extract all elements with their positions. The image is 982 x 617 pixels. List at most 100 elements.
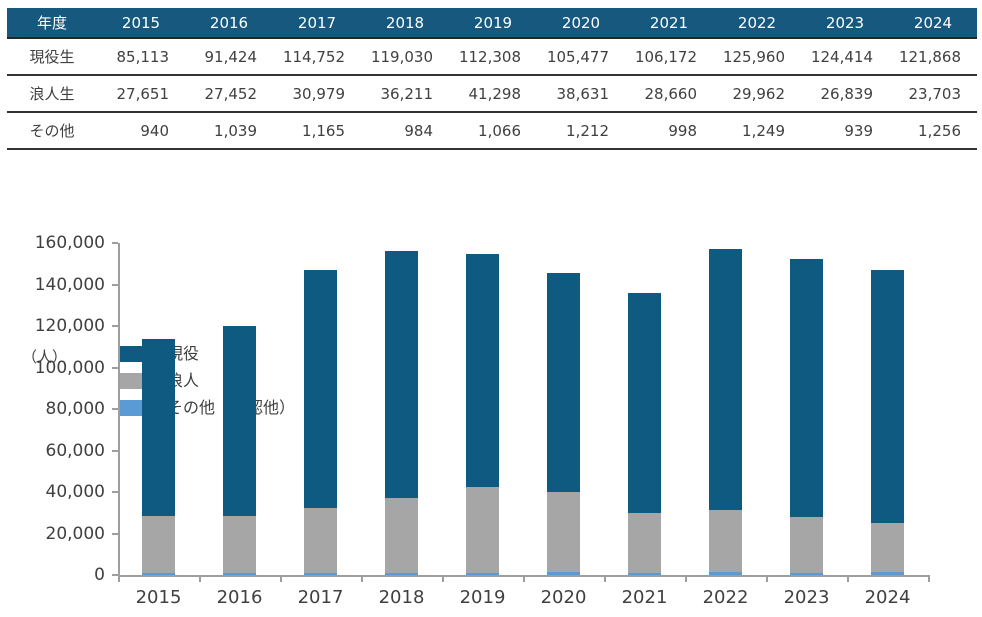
x-tick-label: 2015: [135, 587, 182, 608]
y-tick-label: 140,000: [34, 274, 105, 295]
bar-segment: [871, 270, 904, 524]
bar-segment: [547, 572, 580, 575]
bar-segment: [223, 515, 256, 573]
header-cell-year: 2020: [537, 8, 625, 39]
table-cell: 112,308: [449, 38, 537, 76]
table-body: 現役生 85,113 91,424 114,752 119,030 112,308 105,…: [7, 38, 977, 150]
table-cell: 1,249: [713, 112, 801, 150]
x-tick-mark: [199, 575, 201, 582]
table-cell: 1,212: [537, 112, 625, 150]
table-cell: 28,660: [625, 75, 713, 113]
table-cell: 1,165: [273, 112, 361, 150]
bar-segment: [547, 492, 580, 573]
bar-segment: [385, 572, 418, 575]
bar-segment: [628, 572, 661, 575]
table-cell: 41,298: [449, 75, 537, 113]
table-header-row: 年度 2015 2016 2017 2018 2019 2020 2021 2022 2023 20…: [7, 8, 977, 39]
table-row: 現役生 85,113 91,424 114,752 119,030 112,308 105,…: [7, 38, 977, 76]
y-tick-label: 160,000: [34, 233, 105, 253]
y-tick-mark: [112, 408, 118, 410]
legend-label-ronin: 浪人: [167, 371, 200, 390]
bar-segment: [628, 293, 661, 514]
table-cell: 124,414: [801, 38, 889, 76]
row-label: 現役生: [7, 38, 97, 76]
table-cell: 27,651: [97, 75, 185, 113]
bar-segment: [142, 515, 175, 574]
header-cell-year: 2021: [625, 8, 713, 39]
x-tick-label: 2017: [297, 587, 344, 608]
table-cell: 984: [361, 112, 449, 150]
x-tick-mark: [847, 575, 849, 582]
table-row: 浪人生 27,651 27,452 30,979 36,211 41,298 38,631 2…: [7, 75, 977, 113]
table-cell: 119,030: [361, 38, 449, 76]
bar-segment: [223, 326, 256, 516]
y-tick-label: 0: [94, 565, 105, 585]
header-cell-year: 2022: [713, 8, 801, 39]
x-tick-mark: [280, 575, 282, 582]
x-tick-mark: [685, 575, 687, 582]
bar-segment: [385, 250, 418, 498]
header-cell-year: 2015: [97, 8, 185, 39]
x-tick-label: 2019: [459, 587, 506, 608]
table-cell: 23,703: [889, 75, 977, 113]
y-tick-label: 80,000: [45, 399, 105, 419]
y-tick-label: 40,000: [45, 482, 105, 502]
row-label: 浪人生: [7, 75, 97, 113]
bar-segment: [466, 487, 499, 573]
x-tick-mark: [766, 575, 768, 582]
bar-segment: [304, 270, 337, 509]
header-cell-year: 2016: [185, 8, 273, 39]
table-cell: 998: [625, 112, 713, 150]
x-tick-mark: [523, 575, 525, 582]
x-tick-mark: [118, 575, 120, 582]
bar-segment: [142, 573, 175, 575]
table-header-row: 年度 2015 2016 2017 2018 2019 2020 2021 2022 2023 20…: [7, 8, 977, 39]
bar-segment: [466, 572, 499, 575]
x-tick-label: 2016: [216, 587, 263, 608]
table-cell: 29,962: [713, 75, 801, 113]
bar-segment: [709, 248, 742, 511]
yearly-applicants-table: 年度 2015 2016 2017 2018 2019 2020 2021 2022 2023 20…: [7, 8, 977, 150]
bar-segment: [304, 572, 337, 575]
table-cell: 85,113: [97, 38, 185, 76]
table-cell: 105,477: [537, 38, 625, 76]
bar-segment: [709, 510, 742, 573]
table-cell: 1,039: [185, 112, 273, 150]
bar-segment: [547, 273, 580, 493]
bar-segment: [304, 508, 337, 573]
header-cell-year: 2019: [449, 8, 537, 39]
y-tick-label: 120,000: [34, 316, 105, 336]
y-tick-label: 20,000: [45, 523, 105, 544]
header-cell-nendo: 年度: [7, 8, 97, 39]
table-cell: 121,868: [889, 38, 977, 76]
y-tick-mark: [112, 574, 118, 576]
y-axis-line: [118, 243, 120, 575]
table-cell: 91,424: [185, 38, 273, 76]
bar-segment: [142, 339, 175, 516]
x-tick-mark: [442, 575, 444, 582]
table-cell: 114,752: [273, 38, 361, 76]
y-tick-mark: [112, 532, 118, 535]
bar-segment: [466, 254, 499, 488]
table-cell: 1,066: [449, 112, 537, 150]
table-cell: 106,172: [625, 38, 713, 76]
row-label: その他: [7, 112, 97, 150]
table-cell: 36,211: [361, 75, 449, 113]
y-tick-mark: [112, 366, 118, 369]
y-tick-label: 100,000: [34, 357, 105, 378]
header-cell-year: 2023: [801, 8, 889, 39]
bar-segment: [628, 513, 661, 573]
x-tick-label: 2018: [378, 587, 425, 608]
bar-segment: [871, 523, 904, 573]
x-tick-label: 2023: [783, 587, 830, 608]
y-tick-mark: [112, 242, 118, 244]
y-tick-mark: [112, 491, 118, 493]
x-tick-label: 2022: [702, 587, 749, 608]
bar-segment: [790, 573, 823, 575]
table-row: その他 940 1,039 1,165 984 1,066 1,212 998 1,249 939…: [7, 112, 977, 150]
x-tick-mark: [604, 575, 606, 582]
bar-segment: [790, 517, 823, 574]
table-cell: 1,256: [889, 112, 977, 150]
bar-segment: [385, 497, 418, 573]
